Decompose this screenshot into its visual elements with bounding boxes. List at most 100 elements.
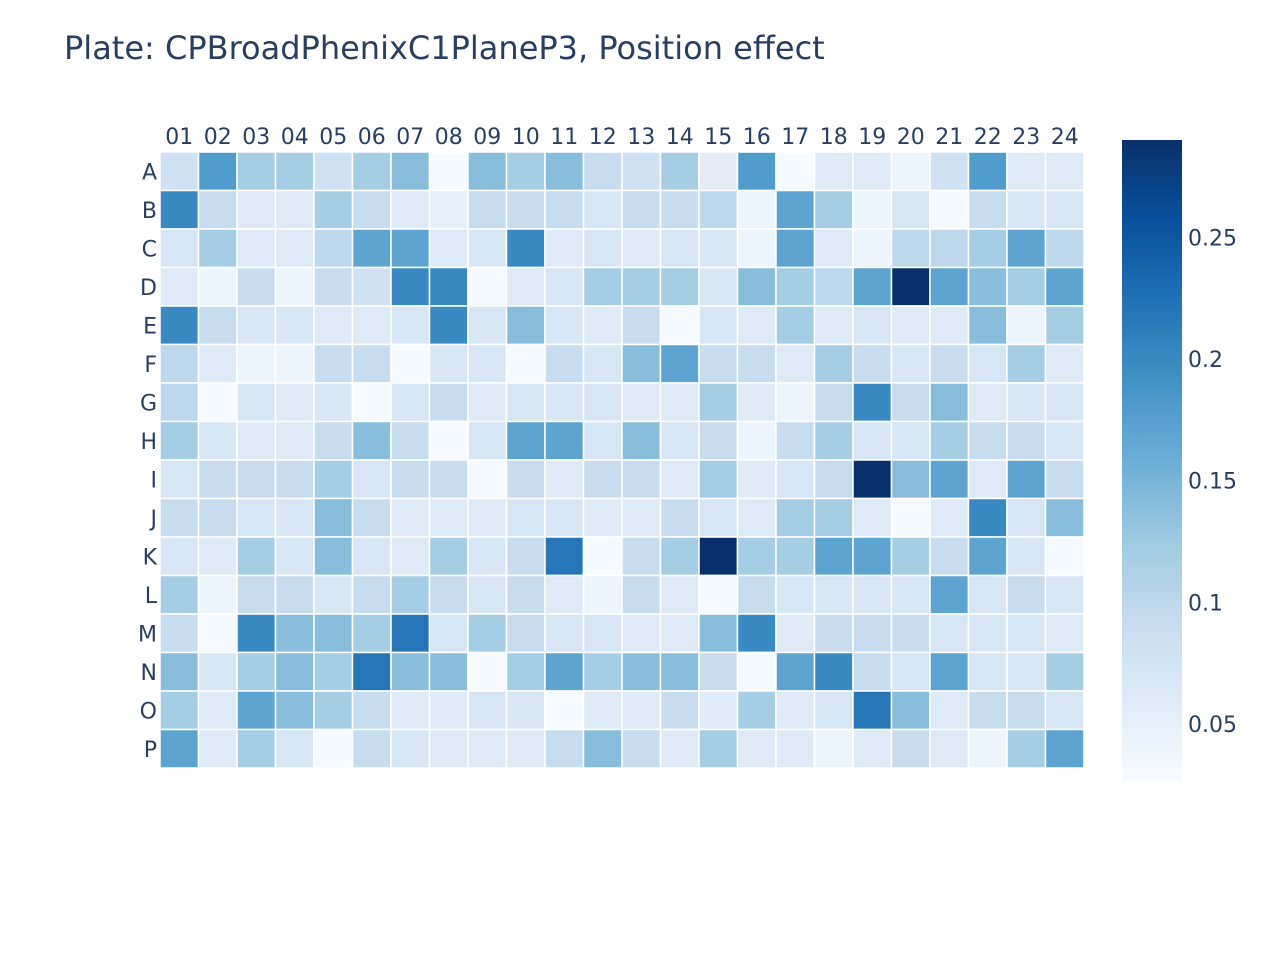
heatmap-cell-M22: [967, 613, 1008, 654]
chart-title: Plate: CPBroadPhenixC1PlaneP3, Position …: [64, 29, 825, 67]
heatmap-cell-I22: [967, 459, 1008, 500]
heatmap-cell-I08: [428, 459, 469, 500]
heatmap-cell-A04: [274, 151, 315, 192]
heatmap-cell-G14: [659, 382, 700, 423]
heatmap-cell-E20: [890, 305, 931, 346]
heatmap-cell-D11: [544, 266, 585, 307]
heatmap-cell-N13: [621, 651, 662, 692]
heatmap-cell-H14: [659, 420, 700, 461]
heatmap-cell-N19: [852, 651, 893, 692]
heatmap-cell-P04: [274, 728, 315, 769]
row-tick-label: C: [142, 237, 157, 262]
heatmap-cell-P22: [967, 728, 1008, 769]
heatmap-cell-P18: [813, 728, 854, 769]
heatmap-cell-N06: [351, 651, 392, 692]
heatmap-cell-N07: [390, 651, 431, 692]
heatmap-cell-D06: [351, 266, 392, 307]
heatmap-cell-J07: [390, 497, 431, 538]
row-tick-label: F: [144, 353, 157, 378]
heatmap-cell-K24: [1044, 536, 1085, 577]
heatmap-cell-F15: [698, 343, 739, 384]
heatmap-cell-B10: [505, 189, 546, 230]
heatmap-cell-G07: [390, 382, 431, 423]
heatmap-cell-E10: [505, 305, 546, 346]
heatmap-cell-N02: [197, 651, 238, 692]
column-tick-label: 22: [974, 125, 1002, 150]
heatmap-cell-E09: [467, 305, 508, 346]
heatmap-cell-I07: [390, 459, 431, 500]
heatmap-cell-L17: [775, 574, 816, 615]
heatmap-cell-G17: [775, 382, 816, 423]
heatmap-cell-A05: [313, 151, 354, 192]
heatmap-cell-G04: [274, 382, 315, 423]
heatmap-cell-M08: [428, 613, 469, 654]
heatmap-cell-P19: [852, 728, 893, 769]
column-tick-label: 08: [435, 125, 463, 150]
heatmap-cell-I03: [236, 459, 277, 500]
heatmap-cell-A19: [852, 151, 893, 192]
heatmap-cell-L02: [197, 574, 238, 615]
heatmap-cell-P17: [775, 728, 816, 769]
heatmap-cell-M04: [274, 613, 315, 654]
heatmap-cell-N24: [1044, 651, 1085, 692]
heatmap-cell-A14: [659, 151, 700, 192]
row-tick-label: I: [151, 468, 158, 493]
heatmap-cell-J11: [544, 497, 585, 538]
heatmap-cell-J12: [582, 497, 623, 538]
heatmap-cell-B15: [698, 189, 739, 230]
heatmap-cell-H12: [582, 420, 623, 461]
heatmap-cell-J21: [929, 497, 970, 538]
heatmap-cell-B20: [890, 189, 931, 230]
heatmap-cell-A07: [390, 151, 431, 192]
heatmap-cell-A12: [582, 151, 623, 192]
heatmap-cell-N04: [274, 651, 315, 692]
heatmap-cell-K20: [890, 536, 931, 577]
heatmap-cell-H06: [351, 420, 392, 461]
heatmap-cell-O07: [390, 690, 431, 731]
heatmap-cell-L24: [1044, 574, 1085, 615]
heatmap-cell-M03: [236, 613, 277, 654]
heatmap-cell-D09: [467, 266, 508, 307]
heatmap-cell-E08: [428, 305, 469, 346]
heatmap-cell-P20: [890, 728, 931, 769]
colorbar-tick-label: 0.1: [1188, 591, 1223, 616]
heatmap-cell-K07: [390, 536, 431, 577]
heatmap-cell-H20: [890, 420, 931, 461]
heatmap-cell-P12: [582, 728, 623, 769]
heatmap-cell-I14: [659, 459, 700, 500]
column-tick-label: 09: [473, 125, 501, 150]
heatmap-cell-B11: [544, 189, 585, 230]
heatmap-cell-G20: [890, 382, 931, 423]
heatmap-cell-A15: [698, 151, 739, 192]
heatmap-cell-B16: [736, 189, 777, 230]
heatmap-cell-J01: [159, 497, 200, 538]
heatmap-cell-N18: [813, 651, 854, 692]
heatmap-cell-P10: [505, 728, 546, 769]
heatmap-cell-I06: [351, 459, 392, 500]
heatmap-cell-F20: [890, 343, 931, 384]
heatmap-cell-F08: [428, 343, 469, 384]
heatmap-cell-A02: [197, 151, 238, 192]
column-tick-label: 01: [165, 125, 193, 150]
heatmap-cell-A21: [929, 151, 970, 192]
heatmap-cell-K04: [274, 536, 315, 577]
heatmap-cell-K02: [197, 536, 238, 577]
heatmap-cell-F21: [929, 343, 970, 384]
heatmap-cell-N15: [698, 651, 739, 692]
heatmap-cell-L03: [236, 574, 277, 615]
column-tick-label: 10: [512, 125, 540, 150]
heatmap-cell-C17: [775, 228, 816, 269]
heatmap-cell-K18: [813, 536, 854, 577]
heatmap-cell-C23: [1006, 228, 1047, 269]
heatmap-cell-F09: [467, 343, 508, 384]
heatmap-cell-D04: [274, 266, 315, 307]
heatmap-cell-B08: [428, 189, 469, 230]
heatmap-cell-K11: [544, 536, 585, 577]
column-tick-label: 18: [820, 125, 848, 150]
heatmap-cell-I13: [621, 459, 662, 500]
heatmap-cell-M06: [351, 613, 392, 654]
heatmap-cell-C04: [274, 228, 315, 269]
heatmap-cell-I12: [582, 459, 623, 500]
heatmap-cell-C06: [351, 228, 392, 269]
